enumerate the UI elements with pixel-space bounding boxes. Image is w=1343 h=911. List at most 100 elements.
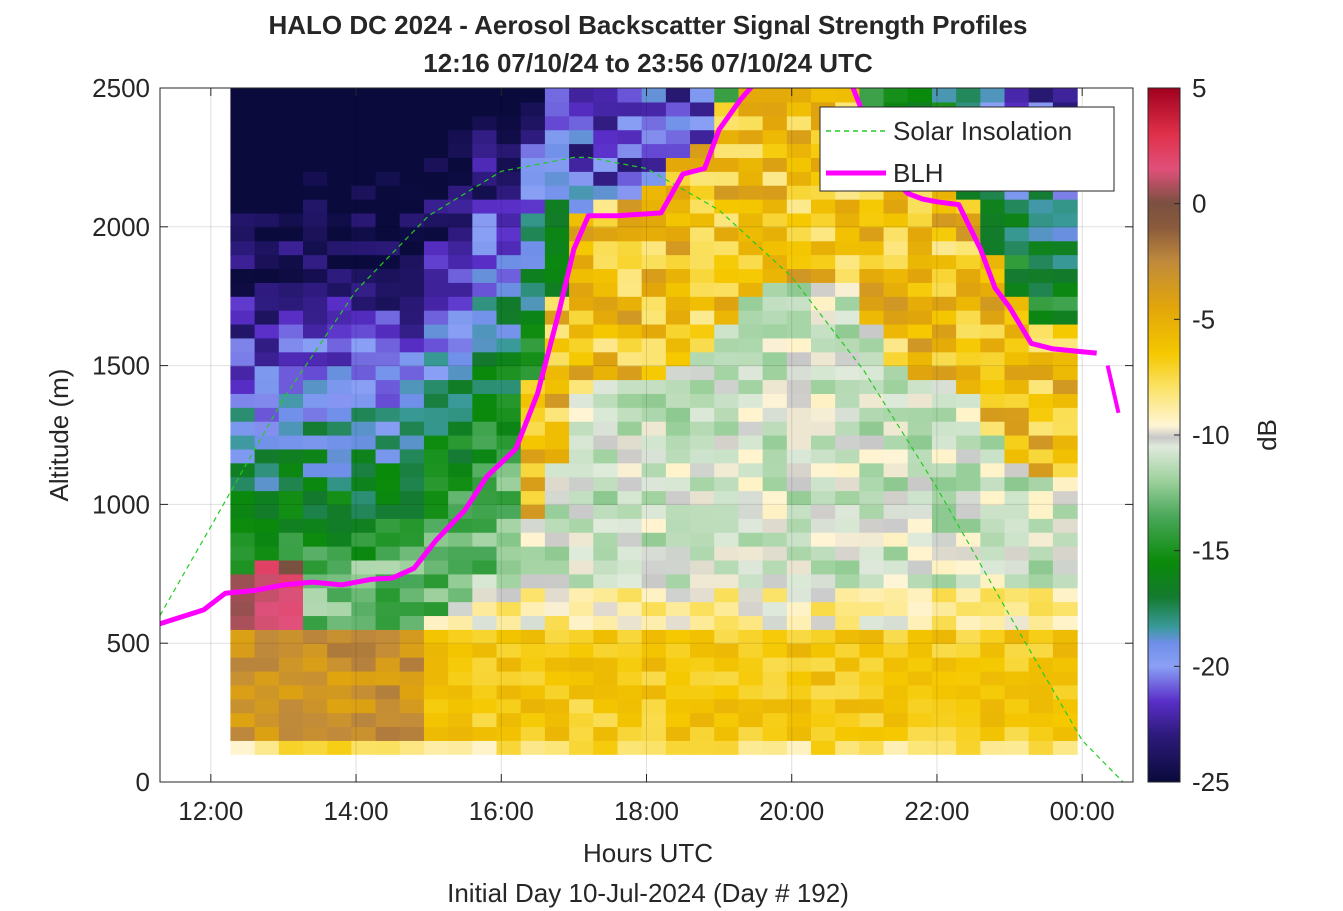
legend-box — [819, 106, 1115, 192]
heatmap-cell — [593, 88, 619, 103]
heatmap-cell — [980, 199, 1006, 214]
heatmap-cell — [303, 171, 328, 186]
heatmap-cell — [738, 129, 764, 145]
heatmap-cell — [835, 546, 860, 561]
heatmap-cell — [254, 684, 280, 700]
heatmap-cell — [690, 296, 715, 311]
heatmap-cell — [520, 615, 546, 630]
heatmap-cell — [907, 476, 933, 492]
heatmap-cell — [714, 282, 740, 297]
heatmap-cell — [327, 143, 352, 158]
heatmap-cell — [544, 601, 570, 617]
heatmap-cell — [665, 726, 691, 741]
heatmap-cell — [641, 143, 667, 158]
heatmap-cell — [351, 421, 377, 436]
heatmap-cell — [980, 462, 1006, 478]
heatmap-cell — [835, 518, 860, 533]
heatmap-cell — [907, 199, 933, 214]
heatmap-cell — [1004, 212, 1030, 228]
heatmap-cell — [472, 587, 498, 603]
heatmap-cell — [303, 629, 328, 644]
heatmap-cell — [327, 240, 352, 256]
heatmap-cell — [907, 670, 933, 686]
heatmap-cell — [303, 337, 328, 353]
heatmap-cell — [544, 240, 570, 256]
heatmap-cell — [931, 296, 957, 311]
heatmap-cell — [617, 698, 643, 714]
heatmap-cell — [931, 684, 957, 700]
heatmap-cell — [544, 476, 570, 492]
heatmap-cell — [472, 226, 498, 242]
heatmap-cell — [520, 643, 546, 658]
heatmap-cell — [1028, 504, 1054, 519]
heatmap-cell — [544, 435, 570, 450]
heatmap-cell — [1052, 462, 1078, 478]
heatmap-cell — [423, 629, 449, 644]
heatmap-cell — [351, 310, 377, 325]
heatmap-cell — [714, 559, 740, 575]
heatmap-cell — [472, 129, 498, 145]
heatmap-cell — [399, 615, 425, 630]
heatmap-cell — [496, 157, 522, 172]
heatmap-cell — [375, 282, 401, 297]
heatmap-cell — [762, 490, 788, 505]
heatmap-cell — [1052, 601, 1078, 617]
heatmap-cell — [665, 115, 691, 131]
heatmap-cell — [230, 448, 256, 464]
heatmap-cell — [303, 448, 328, 464]
heatmap-cell — [617, 462, 643, 478]
heatmap-cell — [448, 532, 473, 547]
heatmap-cell — [254, 171, 280, 186]
heatmap-cell — [472, 254, 498, 270]
heatmap-cell — [980, 296, 1006, 311]
heatmap-cell — [907, 573, 933, 589]
heatmap-cell — [811, 365, 836, 381]
heatmap-cell — [907, 226, 933, 242]
heatmap-cell — [883, 601, 909, 617]
heatmap-cell — [883, 323, 909, 339]
heatmap-cell — [472, 573, 498, 589]
heatmap-cell — [1052, 476, 1078, 492]
heatmap-cell — [980, 212, 1006, 228]
heatmap-cell — [569, 129, 594, 145]
heatmap-cell — [472, 101, 498, 117]
heatmap-cell — [883, 393, 909, 408]
heatmap-cell — [375, 143, 401, 158]
heatmap-cell — [859, 296, 885, 311]
heatmap-cell — [448, 462, 473, 478]
heatmap-cell — [1004, 462, 1030, 478]
heatmap-cell — [786, 643, 812, 658]
heatmap-cell — [423, 435, 449, 450]
heatmap-cell — [738, 559, 764, 575]
heatmap-cell — [520, 476, 546, 492]
heatmap-cell — [835, 615, 860, 630]
heatmap-cell — [907, 393, 933, 408]
heatmap-cell — [375, 101, 401, 117]
heatmap-cell — [859, 199, 885, 214]
heatmap-cell — [665, 504, 691, 519]
heatmap-cell — [762, 615, 788, 630]
heatmap-cell — [907, 268, 933, 283]
heatmap-cell — [883, 435, 909, 450]
heatmap-cell — [956, 684, 981, 700]
heatmap-cell — [520, 143, 546, 158]
heatmap-cell — [423, 573, 449, 589]
heatmap-cell — [327, 601, 352, 617]
heatmap-cell — [956, 254, 981, 270]
heatmap-cell — [569, 296, 594, 311]
heatmap-cell — [399, 171, 425, 186]
heatmap-cell — [714, 268, 740, 283]
heatmap-cell — [690, 532, 715, 547]
heatmap-cell — [835, 670, 860, 686]
heatmap-cell — [690, 337, 715, 353]
heatmap-cell — [786, 323, 812, 339]
heatmap-cell — [956, 240, 981, 256]
heatmap-cell — [375, 476, 401, 492]
heatmap-cell — [472, 282, 498, 297]
heatmap-cell — [351, 698, 377, 714]
heatmap-cell — [593, 504, 619, 519]
heatmap-cell — [835, 268, 860, 283]
heatmap-cell — [569, 282, 594, 297]
heatmap-cell — [1052, 559, 1078, 575]
heatmap-cell — [230, 726, 256, 741]
